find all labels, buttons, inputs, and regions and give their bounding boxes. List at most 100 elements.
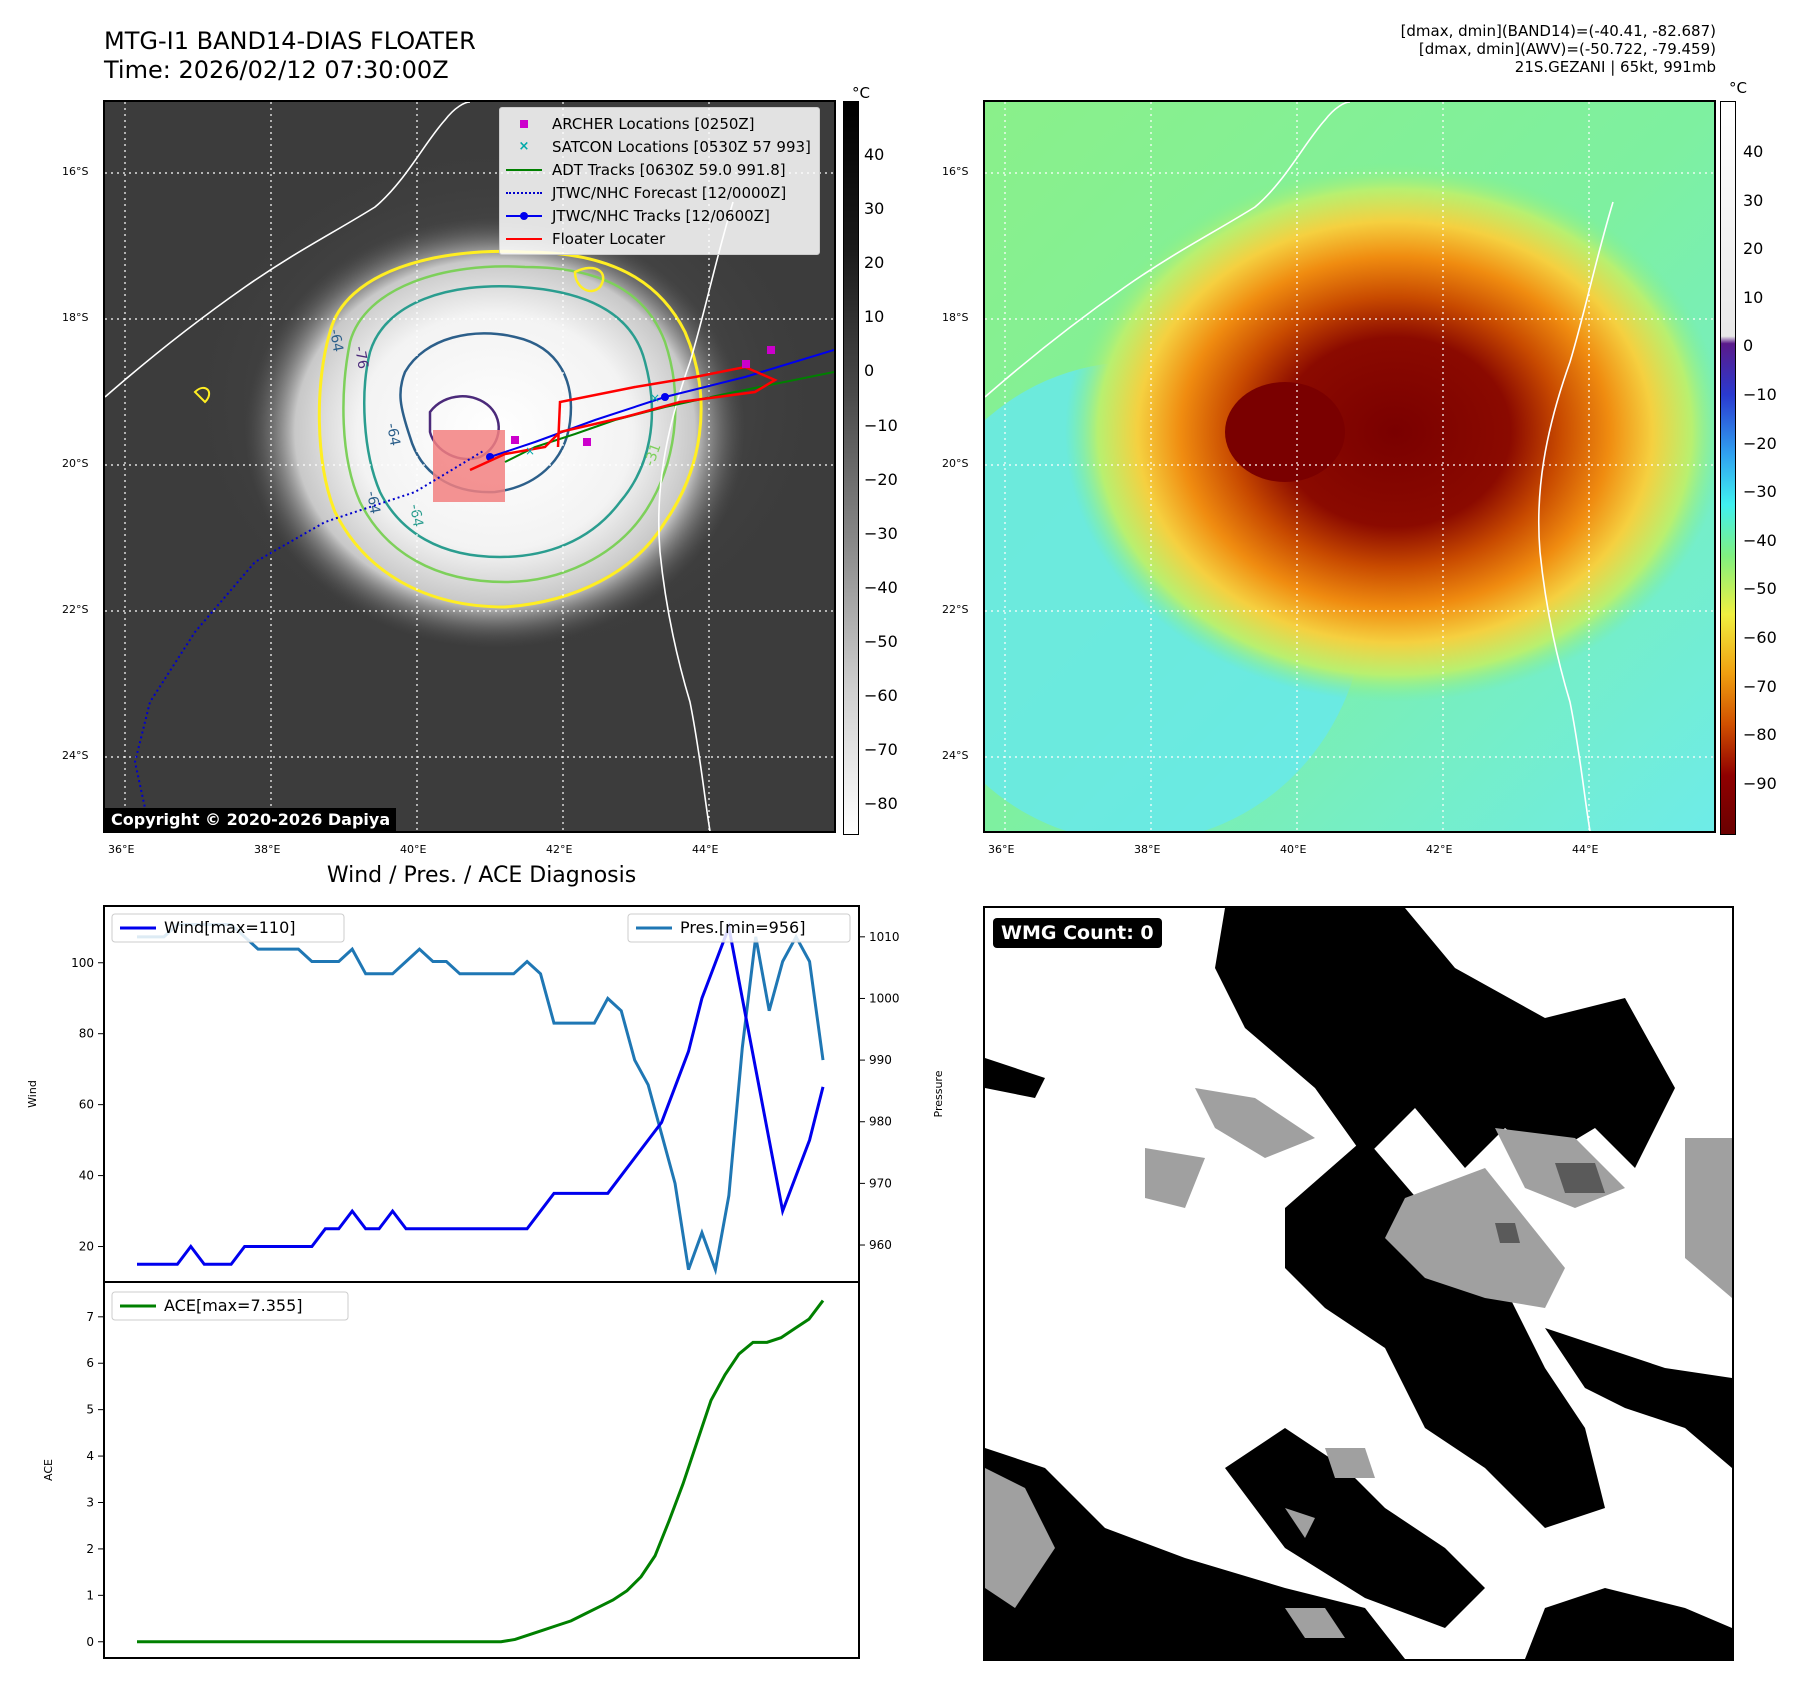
lon-label: 44°E xyxy=(692,843,719,856)
ace-ytick-label: 5 xyxy=(86,1403,94,1417)
archer-swatch xyxy=(506,117,542,131)
wind-pressure-panel: 20 40 60 80 100 960 970 980 990 1000 1010 Wind Press… xyxy=(26,905,945,1283)
satcon-marker: × xyxy=(525,444,535,458)
ace-axis-label: ACE xyxy=(42,1459,55,1481)
legend-floater: Floater Locater xyxy=(506,227,811,250)
contour-label: -31 xyxy=(642,441,665,468)
adt-swatch xyxy=(506,163,542,177)
archer-marker xyxy=(583,438,591,446)
colorbar-tick-label: 30 xyxy=(864,199,885,219)
lat-label: 22°S xyxy=(942,603,969,616)
pressure-axis-label: Pressure xyxy=(932,1070,945,1117)
colorbar-tick-label: −60 xyxy=(1743,628,1777,647)
figure-title: MTG-I1 BAND14-DIAS FLOATER Time: 2026/02… xyxy=(104,27,476,85)
colorbar-tick-label: 0 xyxy=(864,361,875,381)
contour-blue xyxy=(399,332,573,494)
contour-label: -76 xyxy=(351,345,371,370)
pressure-legend-label: Pres.[min=956] xyxy=(680,918,805,937)
legend-floater-label: Floater Locater xyxy=(552,229,666,248)
contour-label: -64 xyxy=(383,422,403,447)
archer-marker xyxy=(742,360,750,368)
colorbar-right-unit: °C xyxy=(1729,79,1747,97)
pressure-ytick-label: 990 xyxy=(869,1053,892,1067)
legend-forecast-label: JTWC/NHC Forecast [12/0000Z] xyxy=(552,183,787,202)
colorbar-tick-label: −10 xyxy=(864,415,898,435)
floater-box xyxy=(433,430,505,502)
pressure-ytick-label: 1000 xyxy=(869,991,900,1005)
ace-ytick-label: 2 xyxy=(86,1542,94,1556)
ace-ytick-label: 0 xyxy=(86,1635,94,1649)
contour-teal xyxy=(363,285,654,559)
colorbar-tick-label: −50 xyxy=(1743,579,1777,599)
lon-label: 40°E xyxy=(1280,843,1307,856)
colorbar-left xyxy=(843,101,859,835)
meta-awv: [dmax, dmin](AWV)=(-50.722, -79.459) xyxy=(1418,40,1716,58)
lat-label: 22°S xyxy=(62,603,89,616)
ace-legend-label: ACE[max=7.355] xyxy=(164,1296,303,1315)
coastline-madagascar xyxy=(1537,201,1614,831)
pressure-legend-box xyxy=(627,913,851,943)
forecast-swatch xyxy=(506,186,542,200)
lat-label: 16°S xyxy=(942,165,969,178)
meta-band14: [dmax, dmin](BAND14)=(-40.41, -82.687) xyxy=(1400,22,1716,40)
lon-label: 38°E xyxy=(1134,843,1161,856)
ace-legend-box xyxy=(111,1291,349,1321)
legend-tracks-label: JTWC/NHC Tracks [12/0600Z] xyxy=(552,206,770,225)
coastline-madagascar xyxy=(657,201,734,831)
floater-track xyxy=(469,365,778,472)
colorbar-tick-label: 40 xyxy=(1743,142,1764,161)
coastline-mozambique xyxy=(985,102,1351,398)
legend-tracks: JTWC/NHC Tracks [12/0600Z] xyxy=(506,204,811,227)
contour-label: -64 xyxy=(326,328,346,353)
wind-ytick-label: 80 xyxy=(79,1027,94,1041)
lon-label: 44°E xyxy=(1572,843,1599,856)
colorbar-left-unit: °C xyxy=(852,84,870,102)
copyright-label: Copyright © 2020-2026 Dapiya xyxy=(105,808,397,831)
ace-ytick-label: 3 xyxy=(86,1495,94,1509)
wmg-black-regions xyxy=(985,908,1732,1659)
lon-label: 42°E xyxy=(1426,843,1453,856)
ace-ytick-label: 7 xyxy=(86,1310,94,1324)
awv-storm xyxy=(1065,162,1714,702)
ace-line xyxy=(137,1299,825,1644)
colorbar-tick-label: 10 xyxy=(1743,287,1764,307)
ace-ytick-label: 1 xyxy=(86,1588,94,1602)
colorbar-right xyxy=(1720,101,1736,835)
legend-satcon: × SATCON Locations [0530Z 57 993] xyxy=(506,135,811,158)
wmg-svg xyxy=(985,908,1732,1659)
wind-legend-label: Wind[max=110] xyxy=(164,918,296,937)
lat-label: 18°S xyxy=(62,311,89,324)
title-product: MTG-I1 BAND14-DIAS FLOATER xyxy=(104,27,476,55)
wind-axis-label: Wind xyxy=(26,1080,39,1108)
ace-panel: 0 1 2 3 4 5 6 7 ACE ACE[max=7.355] xyxy=(42,1281,860,1659)
colorbar-tick-label: −50 xyxy=(864,631,898,651)
contour-label: -64 xyxy=(363,490,383,515)
wmg-panel: WMG Count: 0 xyxy=(983,906,1734,1661)
colorbar-tick-label: −30 xyxy=(864,523,898,543)
legend-satcon-label: SATCON Locations [0530Z 57 993] xyxy=(552,137,811,156)
ace-ytick-label: 6 xyxy=(86,1356,94,1370)
pressure-ytick-label: 1010 xyxy=(869,930,900,944)
colorbar-tick-label: 10 xyxy=(864,307,885,327)
awv-gridlines xyxy=(985,102,1714,831)
colorbar-tick-label: 40 xyxy=(864,145,885,164)
lon-label: 38°E xyxy=(254,843,281,856)
colorbar-tick-label: −40 xyxy=(1743,530,1777,550)
lon-label: 36°E xyxy=(988,843,1015,856)
forecast-track xyxy=(133,449,486,831)
floater-swatch xyxy=(506,232,542,246)
figure-meta: [dmax, dmin](BAND14)=(-40.41, -82.687) [… xyxy=(1401,22,1716,76)
awv-core xyxy=(1225,382,1345,482)
colorbar-tick-label: −20 xyxy=(864,469,898,489)
legend-adt-label: ADT Tracks [0630Z 59.0 991.8] xyxy=(552,160,786,179)
contour-label: -64 xyxy=(406,503,426,528)
title-time: Time: 2026/02/12 07:30:00Z xyxy=(104,56,449,84)
colorbar-tick-label: 20 xyxy=(864,253,885,273)
wmg-count-badge: WMG Count: 0 xyxy=(993,918,1162,948)
lat-label: 24°S xyxy=(62,749,89,762)
legend-archer-label: ARCHER Locations [0250Z] xyxy=(552,114,755,133)
colorbar-tick-label: −70 xyxy=(864,740,898,760)
colorbar-tick-label: −40 xyxy=(864,577,898,597)
jtwc-point xyxy=(661,393,669,401)
